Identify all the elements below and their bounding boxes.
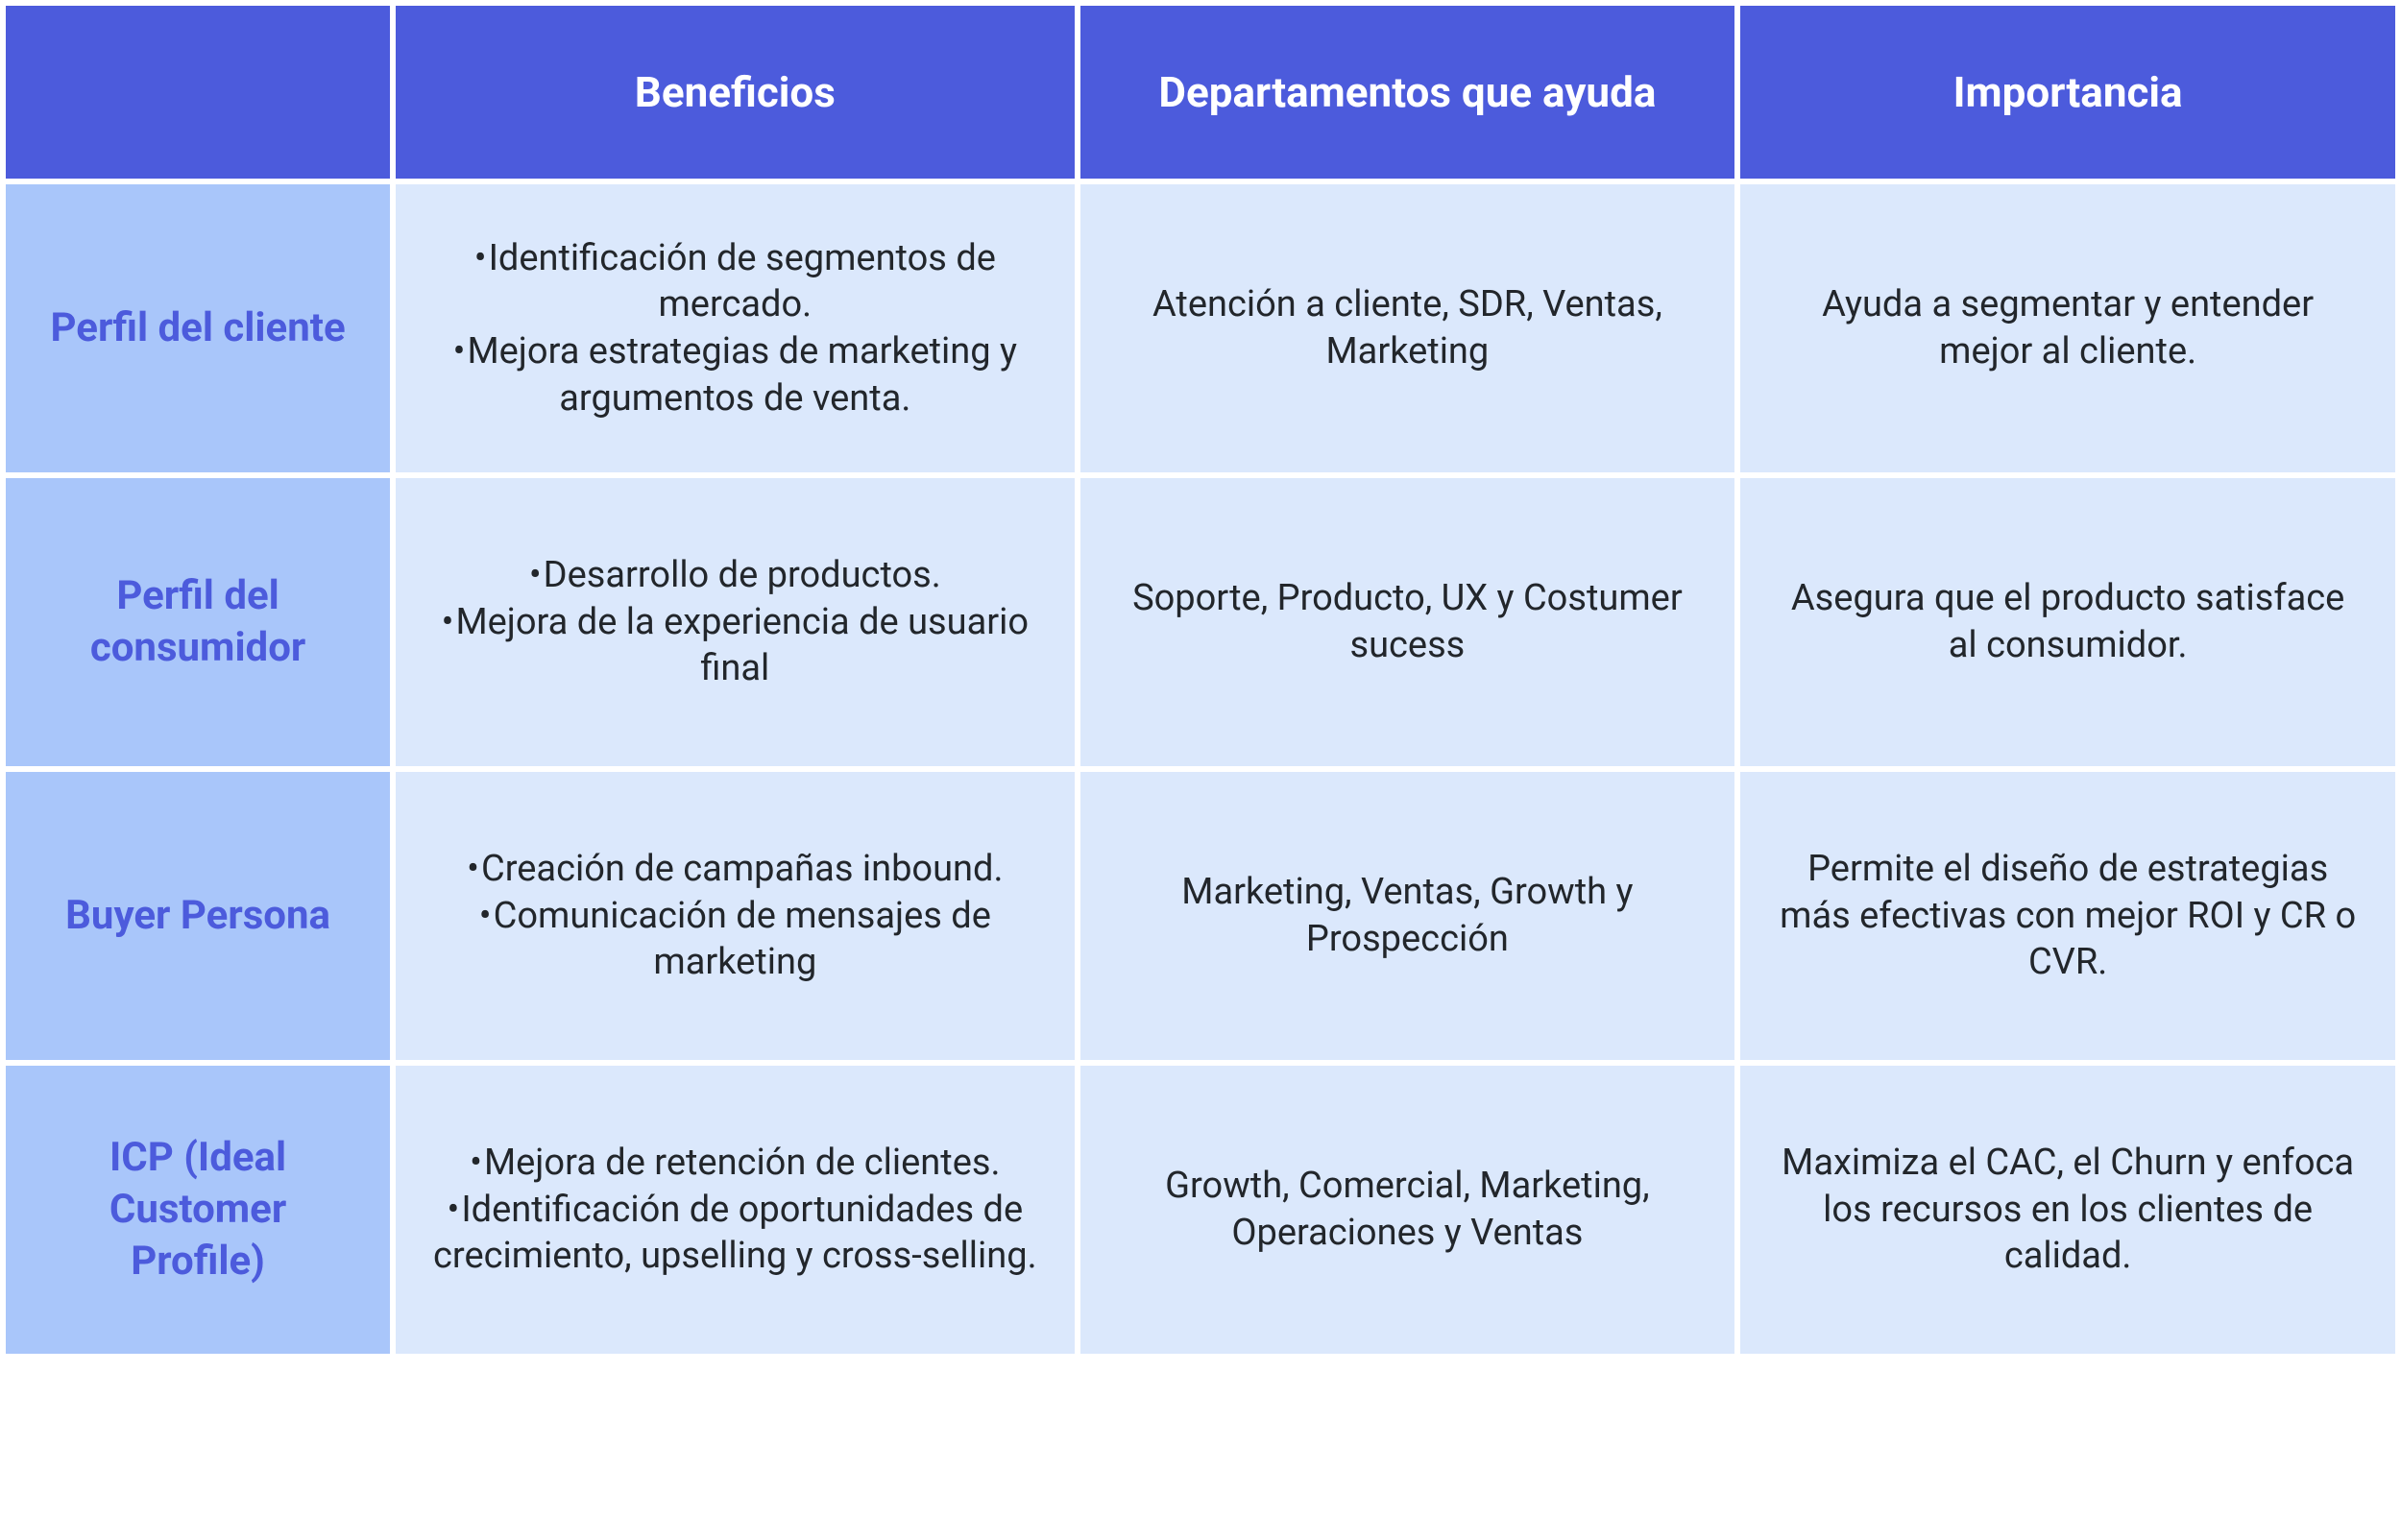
table-row: Buyer Persona Creación de campañas inbou… bbox=[6, 772, 2395, 1060]
header-corner bbox=[6, 6, 390, 179]
benefits-list: Mejora de retención de clientes. Identif… bbox=[428, 1140, 1041, 1280]
table-row: Perfil del consumidor Desarrollo de prod… bbox=[6, 478, 2395, 766]
benefit-item: Identificación de oportunidades de creci… bbox=[428, 1187, 1041, 1280]
cell-importance: Ayuda a segmentar y entender mejor al cl… bbox=[1740, 184, 2395, 472]
benefits-list: Identificación de segmentos de mercado. … bbox=[428, 235, 1041, 422]
row-label-perfil-consumidor: Perfil del consumidor bbox=[6, 478, 390, 766]
cell-benefits: Identificación de segmentos de mercado. … bbox=[396, 184, 1074, 472]
cell-importance: Asegura que el producto satisface al con… bbox=[1740, 478, 2395, 766]
comparison-table: Beneficios Departamentos que ayuda Impor… bbox=[0, 0, 2401, 1360]
cell-importance: Permite el diseño de estrategias más efe… bbox=[1740, 772, 2395, 1060]
header-departamentos: Departamentos que ayuda bbox=[1080, 6, 1735, 179]
table-row: ICP (Ideal Customer Profile) Mejora de r… bbox=[6, 1066, 2395, 1354]
cell-departments: Soporte, Producto, UX y Costumer sucess bbox=[1080, 478, 1735, 766]
benefit-item: Mejora de retención de clientes. bbox=[428, 1140, 1041, 1187]
benefit-item: Creación de campañas inbound. bbox=[428, 846, 1041, 893]
row-label-buyer-persona: Buyer Persona bbox=[6, 772, 390, 1060]
cell-departments: Growth, Comercial, Marketing, Operacione… bbox=[1080, 1066, 1735, 1354]
benefits-list: Creación de campañas inbound. Comunicaci… bbox=[428, 846, 1041, 986]
benefit-item: Desarrollo de productos. bbox=[428, 552, 1041, 599]
benefit-item: Mejora de la experiencia de usuario fina… bbox=[428, 599, 1041, 692]
benefit-item: Identificación de segmentos de mercado. bbox=[428, 235, 1041, 328]
row-label-perfil-cliente: Perfil del cliente bbox=[6, 184, 390, 472]
cell-departments: Atención a cliente, SDR, Ventas, Marketi… bbox=[1080, 184, 1735, 472]
benefits-list: Desarrollo de productos. Mejora de la ex… bbox=[428, 552, 1041, 692]
table-header-row: Beneficios Departamentos que ayuda Impor… bbox=[6, 6, 2395, 179]
cell-benefits: Desarrollo de productos. Mejora de la ex… bbox=[396, 478, 1074, 766]
row-label-icp: ICP (Ideal Customer Profile) bbox=[6, 1066, 390, 1354]
header-beneficios: Beneficios bbox=[396, 6, 1074, 179]
comparison-table-page: Beneficios Departamentos que ayuda Impor… bbox=[0, 0, 2401, 1360]
cell-benefits: Mejora de retención de clientes. Identif… bbox=[396, 1066, 1074, 1354]
cell-benefits: Creación de campañas inbound. Comunicaci… bbox=[396, 772, 1074, 1060]
benefit-item: Mejora estrategias de marketing y argume… bbox=[428, 328, 1041, 421]
header-importancia: Importancia bbox=[1740, 6, 2395, 179]
table-row: Perfil del cliente Identificación de seg… bbox=[6, 184, 2395, 472]
benefit-item: Comunicación de mensajes de marketing bbox=[428, 893, 1041, 986]
cell-importance: Maximiza el CAC, el Churn y enfoca los r… bbox=[1740, 1066, 2395, 1354]
cell-departments: Marketing, Ventas, Growth y Prospección bbox=[1080, 772, 1735, 1060]
